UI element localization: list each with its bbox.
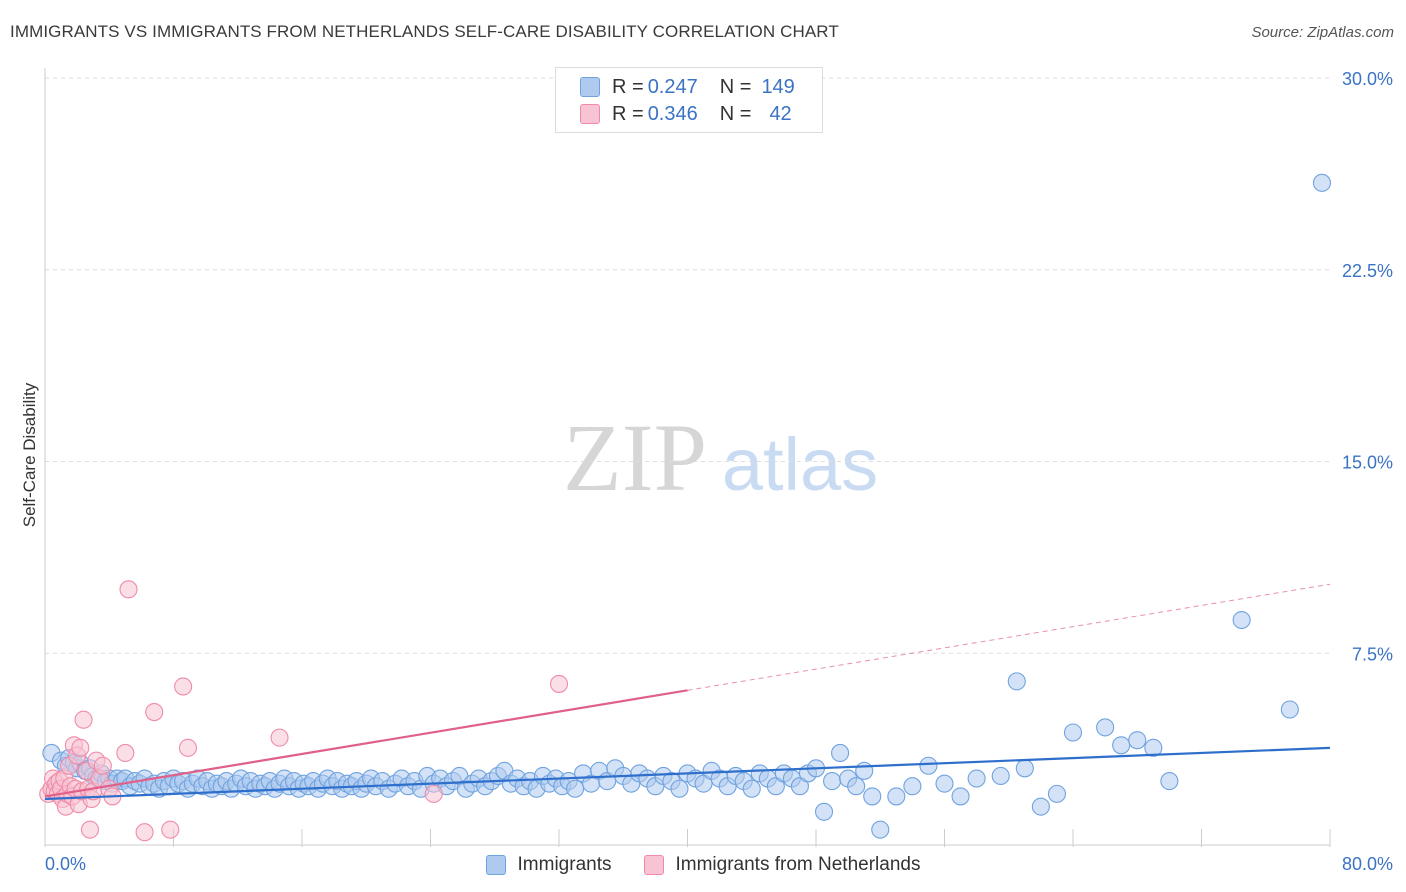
netherlands-point xyxy=(116,743,135,763)
r-value: 0.346 xyxy=(647,102,698,125)
n-value: 149 xyxy=(761,75,795,98)
watermark-atlas: atlas xyxy=(722,423,878,506)
immigrants-point xyxy=(1280,700,1299,719)
r-value: 0.247 xyxy=(647,75,698,98)
immigrants-point xyxy=(847,777,866,796)
immigrants-point xyxy=(1144,738,1163,757)
immigrants-point xyxy=(1160,772,1179,791)
netherlands-point xyxy=(119,580,138,599)
n-label: N = xyxy=(719,102,752,125)
immigrants-point xyxy=(887,787,906,806)
immigrants-point xyxy=(814,802,834,821)
y-tick-label: 15.0% xyxy=(1342,453,1393,473)
immigrants-point xyxy=(951,787,970,806)
immigrants-point xyxy=(1031,797,1050,816)
netherlands-point xyxy=(74,710,93,729)
watermark-zip: ZIP xyxy=(563,404,707,511)
r-label: R = xyxy=(612,102,644,125)
stats-legend: R = 0.247 N = 149 R = 0.346 N = 42 xyxy=(555,67,823,133)
immigrants-point xyxy=(967,769,986,788)
netherlands-point xyxy=(80,820,100,839)
legend-item-immigrants[interactable]: Immigrants xyxy=(485,854,612,876)
immigrants-point xyxy=(871,820,890,839)
immigrants-point xyxy=(855,761,874,780)
immigrants-point xyxy=(1312,173,1332,192)
immigrants-point xyxy=(1047,784,1066,803)
series-legend: Immigrants Immigrants from Netherlands xyxy=(0,851,1406,879)
legend-label: Immigrants from Netherlands xyxy=(675,854,921,875)
y-tick-label: 7.5% xyxy=(1352,644,1393,664)
immigrants-point xyxy=(991,766,1010,786)
netherlands-trend-line xyxy=(44,689,688,798)
immigrants-point xyxy=(790,777,809,796)
y-tick-label: 30.0% xyxy=(1342,69,1393,89)
immigrants-swatch xyxy=(580,77,600,97)
immigrants-point xyxy=(566,779,585,798)
stats-row-netherlands: R = 0.346 N = 42 xyxy=(580,101,792,127)
r-label: R = xyxy=(612,75,644,98)
stats-row-immigrants: R = 0.247 N = 149 xyxy=(580,74,795,100)
immigrants-point xyxy=(670,779,689,798)
netherlands-point xyxy=(145,703,164,722)
immigrants-point xyxy=(1128,731,1147,750)
n-value: 42 xyxy=(769,102,792,125)
immigrants-point xyxy=(1112,736,1131,755)
chart-source: Source: ZipAtlas.com xyxy=(1251,24,1394,41)
immigrants-swatch xyxy=(485,855,506,875)
immigrants-point xyxy=(1063,723,1083,742)
netherlands-swatch xyxy=(643,855,664,875)
immigrants-point xyxy=(694,774,713,793)
immigrants-point xyxy=(1007,672,1026,691)
netherlands-swatch xyxy=(580,104,600,124)
immigrants-point xyxy=(1015,759,1034,778)
legend-label: Immigrants xyxy=(517,854,612,875)
immigrants-point xyxy=(766,777,785,796)
immigrants-point xyxy=(742,779,761,798)
netherlands-trend-extension xyxy=(687,583,1331,691)
netherlands-point xyxy=(71,738,90,757)
immigrants-point xyxy=(1096,718,1115,737)
netherlands-point xyxy=(549,674,569,693)
netherlands-point xyxy=(174,677,193,696)
netherlands-point xyxy=(135,823,154,842)
immigrants-point xyxy=(903,777,922,796)
x-tick-label-min: 0.0% xyxy=(45,854,86,874)
y-axis-label: Self-Care Disability xyxy=(20,382,39,528)
immigrants-point xyxy=(919,756,938,775)
x-tick-label-max: 80.0% xyxy=(1342,854,1393,874)
netherlands-point xyxy=(93,756,112,775)
n-label: N = xyxy=(719,75,752,98)
immigrants-point xyxy=(823,772,842,791)
netherlands-point xyxy=(424,784,443,803)
immigrants-point xyxy=(863,787,882,806)
netherlands-point xyxy=(178,738,198,757)
y-tick-label: 22.5% xyxy=(1342,261,1393,281)
netherlands-point xyxy=(161,820,180,839)
immigrants-point xyxy=(831,743,850,763)
immigrants-point xyxy=(1232,610,1251,630)
netherlands-point xyxy=(270,728,289,747)
chart-title: IMMIGRANTS VS IMMIGRANTS FROM NETHERLAND… xyxy=(10,22,839,41)
legend-item-netherlands[interactable]: Immigrants from Netherlands xyxy=(643,854,921,876)
immigrants-point xyxy=(935,774,954,793)
immigrants-trend-line xyxy=(44,746,1331,801)
